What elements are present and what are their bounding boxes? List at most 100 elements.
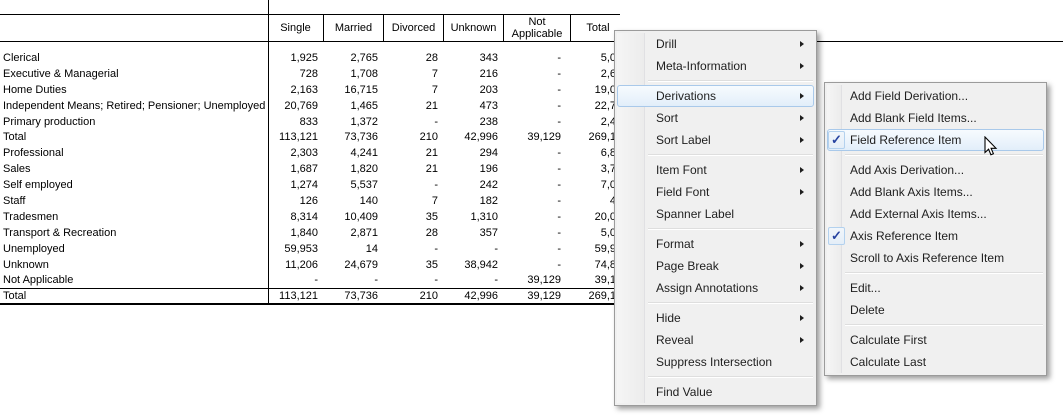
table-cell[interactable]: -: [434, 242, 438, 255]
table-cell[interactable]: 182: [479, 195, 498, 208]
table-cell[interactable]: 35: [425, 258, 438, 271]
table-cell[interactable]: 39,1: [594, 274, 616, 287]
table-cell[interactable]: 833: [299, 115, 318, 128]
table-cell[interactable]: 1,372: [350, 115, 378, 128]
menu-item-add-blank-axis-items[interactable]: Add Blank Axis Items...: [827, 181, 1044, 203]
row-label[interactable]: Self employed: [3, 179, 73, 192]
table-cell[interactable]: 74,8: [594, 258, 616, 271]
table-cell[interactable]: 3,7: [600, 163, 616, 176]
table-cell[interactable]: 7,0: [600, 179, 616, 192]
table-cell[interactable]: 39,129: [527, 290, 561, 303]
table-cell[interactable]: -: [557, 52, 561, 64]
table-cell[interactable]: 20,769: [284, 99, 318, 112]
table-cell[interactable]: 2,6: [600, 67, 616, 80]
table-cell[interactable]: -: [557, 99, 561, 112]
table-cell[interactable]: 5,0: [600, 226, 616, 239]
table-cell[interactable]: -: [557, 210, 561, 223]
table-cell[interactable]: 35: [425, 210, 438, 223]
table-cell[interactable]: 39,129: [527, 274, 561, 287]
column-header-not-applicable[interactable]: Not Applicable: [503, 15, 570, 41]
menu-item-meta-information[interactable]: Meta-Information: [617, 55, 814, 77]
row-label[interactable]: Primary production: [3, 115, 96, 128]
table-cell[interactable]: 4,241: [350, 147, 378, 160]
menu-item-scroll-to-axis-reference-item[interactable]: Scroll to Axis Reference Item: [827, 247, 1044, 269]
table-cell[interactable]: 10,409: [344, 210, 378, 223]
row-label[interactable]: Executive & Managerial: [3, 67, 119, 80]
table-cell[interactable]: -: [557, 163, 561, 176]
menu-item-suppress-intersection[interactable]: Suppress Intersection: [617, 351, 814, 373]
row-label[interactable]: Professional: [3, 147, 64, 160]
menu-item-field-font[interactable]: Field Font: [617, 181, 814, 203]
table-cell[interactable]: -: [557, 179, 561, 192]
table-cell[interactable]: 38,942: [464, 258, 498, 271]
table-cell[interactable]: 28: [425, 226, 438, 239]
menu-item-field-reference-item[interactable]: ✓ Field Reference Item: [827, 129, 1044, 151]
table-cell[interactable]: -: [557, 115, 561, 128]
table-cell[interactable]: 59,953: [284, 242, 318, 255]
table-cell[interactable]: 2,163: [290, 83, 318, 96]
row-label[interactable]: Clerical: [3, 52, 40, 64]
table-cell[interactable]: -: [557, 258, 561, 271]
row-label[interactable]: Total: [3, 131, 27, 144]
table-cell[interactable]: 1,274: [290, 179, 318, 192]
table-cell[interactable]: 113,121: [279, 131, 318, 144]
menu-item-find-value[interactable]: Find Value: [617, 381, 814, 403]
row-label[interactable]: Independent Means; Retired; Pensioner; U…: [3, 99, 266, 112]
row-label[interactable]: Unknown: [3, 258, 49, 271]
menu-item-edit[interactable]: Edit...: [827, 277, 1044, 299]
table-cell[interactable]: 73,736: [344, 131, 378, 144]
row-label[interactable]: Home Duties: [3, 83, 67, 96]
table-cell[interactable]: 1,708: [350, 67, 378, 80]
table-cell[interactable]: 210: [419, 290, 438, 303]
column-header-divorced[interactable]: Divorced: [383, 15, 443, 41]
menu-item-add-blank-field-items[interactable]: Add Blank Field Items...: [827, 107, 1044, 129]
menu-item-add-axis-derivation[interactable]: Add Axis Derivation...: [827, 159, 1044, 181]
menu-item-hide[interactable]: Hide: [617, 307, 814, 329]
table-cell[interactable]: 21: [425, 99, 438, 112]
table-cell[interactable]: -: [314, 274, 318, 287]
table-cell[interactable]: 1,820: [350, 163, 378, 176]
table-cell[interactable]: 21: [425, 163, 438, 176]
table-cell[interactable]: 1,840: [290, 226, 318, 239]
table-cell[interactable]: 473: [479, 99, 498, 112]
menu-item-sort[interactable]: Sort: [617, 107, 814, 129]
table-cell[interactable]: 24,679: [344, 258, 378, 271]
table-cell[interactable]: 357: [479, 226, 498, 239]
table-cell[interactable]: 269,1: [588, 131, 616, 144]
row-label[interactable]: Unemployed: [3, 242, 65, 255]
table-cell[interactable]: -: [494, 242, 498, 255]
menu-item-add-external-axis-items[interactable]: Add External Axis Items...: [827, 203, 1044, 225]
menu-item-add-field-derivation[interactable]: Add Field Derivation...: [827, 85, 1044, 107]
menu-item-calculate-last[interactable]: Calculate Last: [827, 351, 1044, 373]
table-cell[interactable]: 210: [419, 131, 438, 144]
table-cell[interactable]: -: [374, 274, 378, 287]
table-cell[interactable]: 7: [431, 195, 438, 208]
table-cell[interactable]: 2,871: [350, 226, 378, 239]
table-cell[interactable]: 21: [425, 147, 438, 160]
table-cell[interactable]: 59,9: [594, 242, 616, 255]
table-cell[interactable]: 2,4: [600, 115, 616, 128]
menu-item-delete[interactable]: Delete: [827, 299, 1044, 321]
table-cell[interactable]: 1,925: [290, 52, 318, 64]
table-cell[interactable]: -: [434, 179, 438, 192]
menu-item-calculate-first[interactable]: Calculate First: [827, 329, 1044, 351]
menu-item-item-font[interactable]: Item Font: [617, 159, 814, 181]
menu-item-derivations[interactable]: Derivations: [617, 85, 814, 107]
table-cell[interactable]: 5,0: [600, 52, 616, 64]
table-cell[interactable]: -: [434, 274, 438, 287]
table-cell[interactable]: 42,996: [464, 131, 498, 144]
table-cell[interactable]: -: [494, 274, 498, 287]
table-cell[interactable]: -: [557, 242, 561, 255]
table-cell[interactable]: 294: [479, 147, 498, 160]
table-cell[interactable]: -: [557, 195, 561, 208]
table-cell[interactable]: 2,765: [350, 52, 378, 64]
table-cell[interactable]: 1,310: [470, 210, 498, 223]
table-cell[interactable]: 728: [299, 67, 318, 80]
table-cell[interactable]: -: [557, 226, 561, 239]
table-cell[interactable]: 242: [479, 179, 498, 192]
column-header-unknown[interactable]: Unknown: [443, 15, 503, 41]
column-header-single[interactable]: Single: [280, 22, 311, 34]
table-cell[interactable]: 20,0: [594, 210, 616, 223]
table-cell[interactable]: 16,715: [344, 83, 378, 96]
table-cell[interactable]: 6,8: [600, 147, 616, 160]
